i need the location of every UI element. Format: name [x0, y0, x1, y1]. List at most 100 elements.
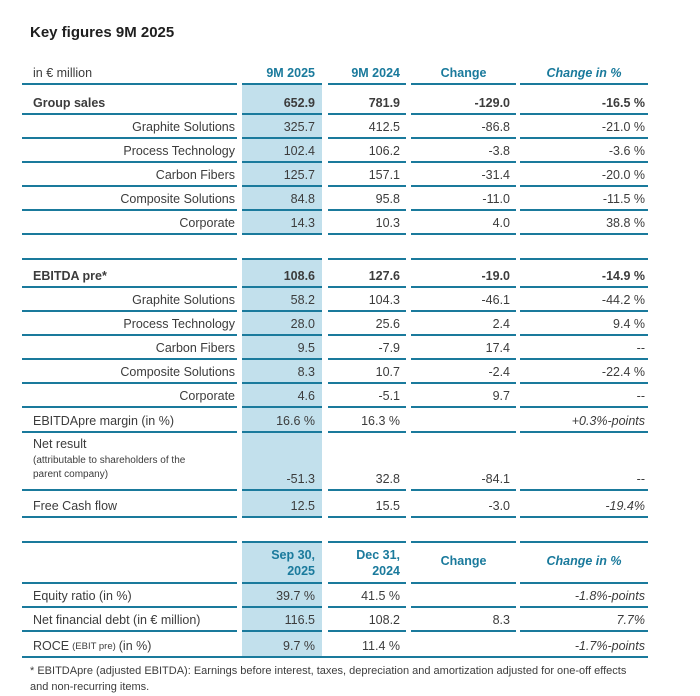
value-change-pct: --: [520, 384, 648, 408]
page-title: Key figures 9M 2025: [30, 24, 175, 41]
table-header-row: in € million 9M 2025 9M 2024 Change Chan…: [22, 59, 700, 85]
value-change-pct: -20.0 %: [520, 163, 648, 187]
value-9m2025: 325.7: [242, 115, 322, 139]
net-result-label: Net result: [33, 437, 87, 451]
value-change: 4.0: [411, 211, 516, 235]
col-header-change-pct: Change in %: [520, 59, 648, 85]
row-ebitda-process-technology: Process Technology 28.0 25.6 2.4 9.4 %: [22, 312, 700, 336]
value-change: -19.0: [411, 258, 516, 288]
value-change: 17.4: [411, 336, 516, 360]
value-9m2025: 12.5: [242, 491, 322, 518]
row-sales-corporate: Corporate 14.3 10.3 4.0 38.8 %: [22, 211, 700, 235]
row-label: EBITDA pre*: [22, 258, 237, 288]
value-dec-2024: 11.4 %: [362, 639, 400, 653]
table-bottom-rule: [22, 656, 648, 658]
net-result-sublabel-2: parent company): [33, 468, 109, 480]
value-dec-2024: 108.2: [328, 608, 406, 632]
balance-table-header-row: Sep 30, 2025 Dec 31, 2024 Change Change …: [22, 541, 700, 584]
row-group-sales: Group sales 652.9 781.9 -129.0 -16.5 %: [22, 85, 700, 115]
footnote: * EBITDApre (adjusted EBITDA): Earnings …: [30, 665, 627, 693]
unit-label: in € million: [22, 59, 237, 85]
value-9m2024: 95.8: [328, 187, 406, 211]
value-change-pct: -21.0 %: [520, 115, 648, 139]
value-sep-2025: 39.7 %: [242, 584, 322, 608]
value-9m2024: 412.5: [328, 115, 406, 139]
value-9m2025: 8.3: [242, 360, 322, 384]
value-9m2024: 127.6: [328, 258, 406, 288]
value-change: 8.3: [411, 608, 516, 632]
value-9m2024: 157.1: [328, 163, 406, 187]
value-change-pct: -3.6 %: [520, 139, 648, 163]
value-9m2025: 102.4: [242, 139, 322, 163]
value-change: [411, 584, 516, 608]
row-label: Group sales: [22, 85, 237, 115]
value-change-pct: 9.4 %: [520, 312, 648, 336]
value-9m2024: 10.7: [328, 360, 406, 384]
row-label: Graphite Solutions: [22, 288, 237, 312]
row-label: Composite Solutions: [22, 360, 237, 384]
value-9m2025: 125.7: [242, 163, 322, 187]
row-label: Process Technology: [22, 312, 237, 336]
value-9m2025: 9.5: [242, 336, 322, 360]
value-change-pct: --: [520, 336, 648, 360]
value-change-pct: 38.8 %: [520, 211, 648, 235]
row-ebitda-corporate: Corporate 4.6 -5.1 9.7 --: [22, 384, 700, 408]
row-label: Corporate: [22, 211, 237, 235]
section-gap: [22, 235, 700, 258]
value-change-pct: -11.5 %: [520, 187, 648, 211]
roce-ebit-pre-sublabel: (EBIT pre): [72, 641, 116, 652]
value-9m2024: -7.9: [328, 336, 406, 360]
value-change-pct: -22.4 %: [520, 360, 648, 384]
value-change: -84.1: [411, 433, 516, 491]
col-header-9m-2024: 9M 2024: [328, 59, 406, 85]
value-9m2025: 4.6: [242, 384, 322, 408]
value-9m2024: 25.6: [328, 312, 406, 336]
row-ebitdapre-margin: EBITDApre margin (in %) 16.6 % 16.3 % +0…: [22, 408, 700, 433]
row-free-cash-flow: Free Cash flow 12.5 15.5 -3.0 -19.4%: [22, 491, 700, 518]
row-label: Carbon Fibers: [22, 163, 237, 187]
row-sales-composite-solutions: Composite Solutions 84.8 95.8 -11.0 -11.…: [22, 187, 700, 211]
value-9m2024: -5.1: [328, 384, 406, 408]
row-roce: ROCE (EBIT pre) (in %) 9.7 % 11.4 % -1.7…: [22, 632, 700, 656]
row-label: Net result (attributable to shareholders…: [22, 433, 237, 491]
row-label: Carbon Fibers: [22, 336, 237, 360]
value-9m2025: 652.9: [242, 85, 322, 115]
value-change-pct: -44.2 %: [520, 288, 648, 312]
value-change: -86.8: [411, 115, 516, 139]
row-label: EBITDApre margin (in %): [22, 408, 237, 433]
row-label: Corporate: [22, 384, 237, 408]
value-change: -46.1: [411, 288, 516, 312]
col-header-dec-31-2024: Dec 31, 2024: [328, 541, 406, 584]
value-change-pct: +0.3%-points: [520, 408, 648, 433]
value-9m2024: 15.5: [328, 491, 406, 518]
value-change-pct: 7.7%: [520, 608, 648, 632]
value-change-pct: -1.8%-points: [520, 584, 648, 608]
value-9m2025: 58.2: [242, 288, 322, 312]
row-ebitda-composite-solutions: Composite Solutions 8.3 10.7 -2.4 -22.4 …: [22, 360, 700, 384]
value-sep-2025: 116.5: [242, 608, 322, 632]
value-change: -129.0: [411, 85, 516, 115]
row-sales-carbon-fibers: Carbon Fibers 125.7 157.1 -31.4 -20.0 %: [22, 163, 700, 187]
col-header-9m-2025: 9M 2025: [242, 59, 322, 85]
value-9m2025: 16.6 %: [242, 408, 322, 433]
row-label: Process Technology: [22, 139, 237, 163]
value-change-pct: -19.4%: [520, 491, 648, 518]
value-9m2025: 108.6: [242, 258, 322, 288]
row-label: Equity ratio (in %): [22, 584, 237, 608]
col-header-change-pct: Change in %: [520, 541, 648, 584]
row-sales-process-technology: Process Technology 102.4 106.2 -3.8 -3.6…: [22, 139, 700, 163]
value-dec-2024: 41.5 %: [328, 584, 406, 608]
row-net-result: Net result (attributable to shareholders…: [22, 433, 700, 491]
row-ebitda-pre: EBITDA pre* 108.6 127.6 -19.0 -14.9 %: [22, 258, 700, 288]
col-header-change: Change: [411, 59, 516, 85]
row-equity-ratio: Equity ratio (in %) 39.7 % 41.5 % -1.8%-…: [22, 584, 700, 608]
value-9m2024: 10.3: [328, 211, 406, 235]
row-ebitda-graphite-solutions: Graphite Solutions 58.2 104.3 -46.1 -44.…: [22, 288, 700, 312]
row-label: Composite Solutions: [22, 187, 237, 211]
value-change-pct: --: [520, 433, 648, 491]
value-change: [411, 408, 516, 433]
col-header-sep-30-2025: Sep 30, 2025: [242, 541, 322, 584]
section-gap: [22, 518, 700, 541]
value-change: -11.0: [411, 187, 516, 211]
